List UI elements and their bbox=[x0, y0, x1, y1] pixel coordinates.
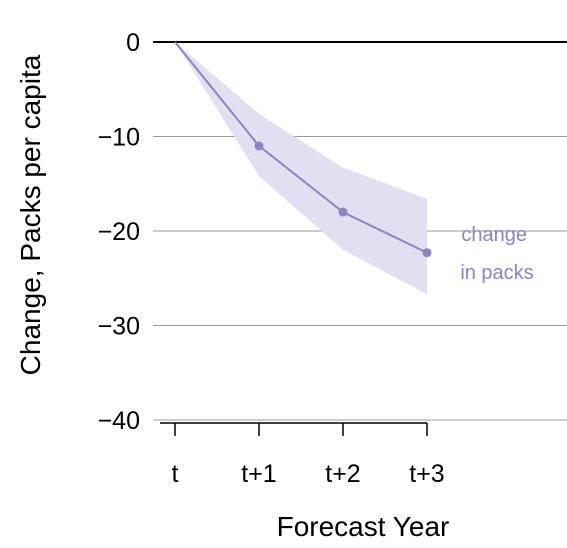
y-tick-label: −40 bbox=[98, 407, 140, 435]
x-tick-label: t bbox=[172, 460, 179, 488]
y-tick-labels: 0 −10 −20 −30 −40 bbox=[98, 29, 140, 435]
y-tick-label: 0 bbox=[126, 29, 140, 57]
confidence-band-layer bbox=[175, 42, 427, 295]
data-point bbox=[422, 248, 432, 258]
y-tick-label: −20 bbox=[98, 218, 140, 246]
y-tick-label: −10 bbox=[98, 124, 140, 152]
data-point-layer bbox=[254, 141, 432, 258]
confidence-band bbox=[175, 42, 427, 295]
series-label-line-2: in packs bbox=[460, 262, 533, 284]
series-label: change in packs bbox=[460, 224, 533, 284]
series-line-layer bbox=[174, 41, 428, 254]
x-axis-title: Forecast Year bbox=[277, 511, 450, 542]
series-label-line-1: change bbox=[461, 224, 527, 246]
x-tick-label: t+1 bbox=[241, 460, 276, 488]
x-tick-labels: t t+1 t+2 t+3 bbox=[172, 460, 445, 488]
series-line bbox=[174, 41, 428, 254]
x-tick-label: t+2 bbox=[325, 460, 360, 488]
y-tick-label: −30 bbox=[98, 313, 140, 341]
data-point bbox=[338, 207, 348, 217]
y-axis-title: Change, Packs per capita bbox=[15, 54, 46, 375]
data-point bbox=[254, 141, 264, 151]
x-axis bbox=[160, 422, 428, 436]
x-tick-label: t+3 bbox=[409, 460, 444, 488]
